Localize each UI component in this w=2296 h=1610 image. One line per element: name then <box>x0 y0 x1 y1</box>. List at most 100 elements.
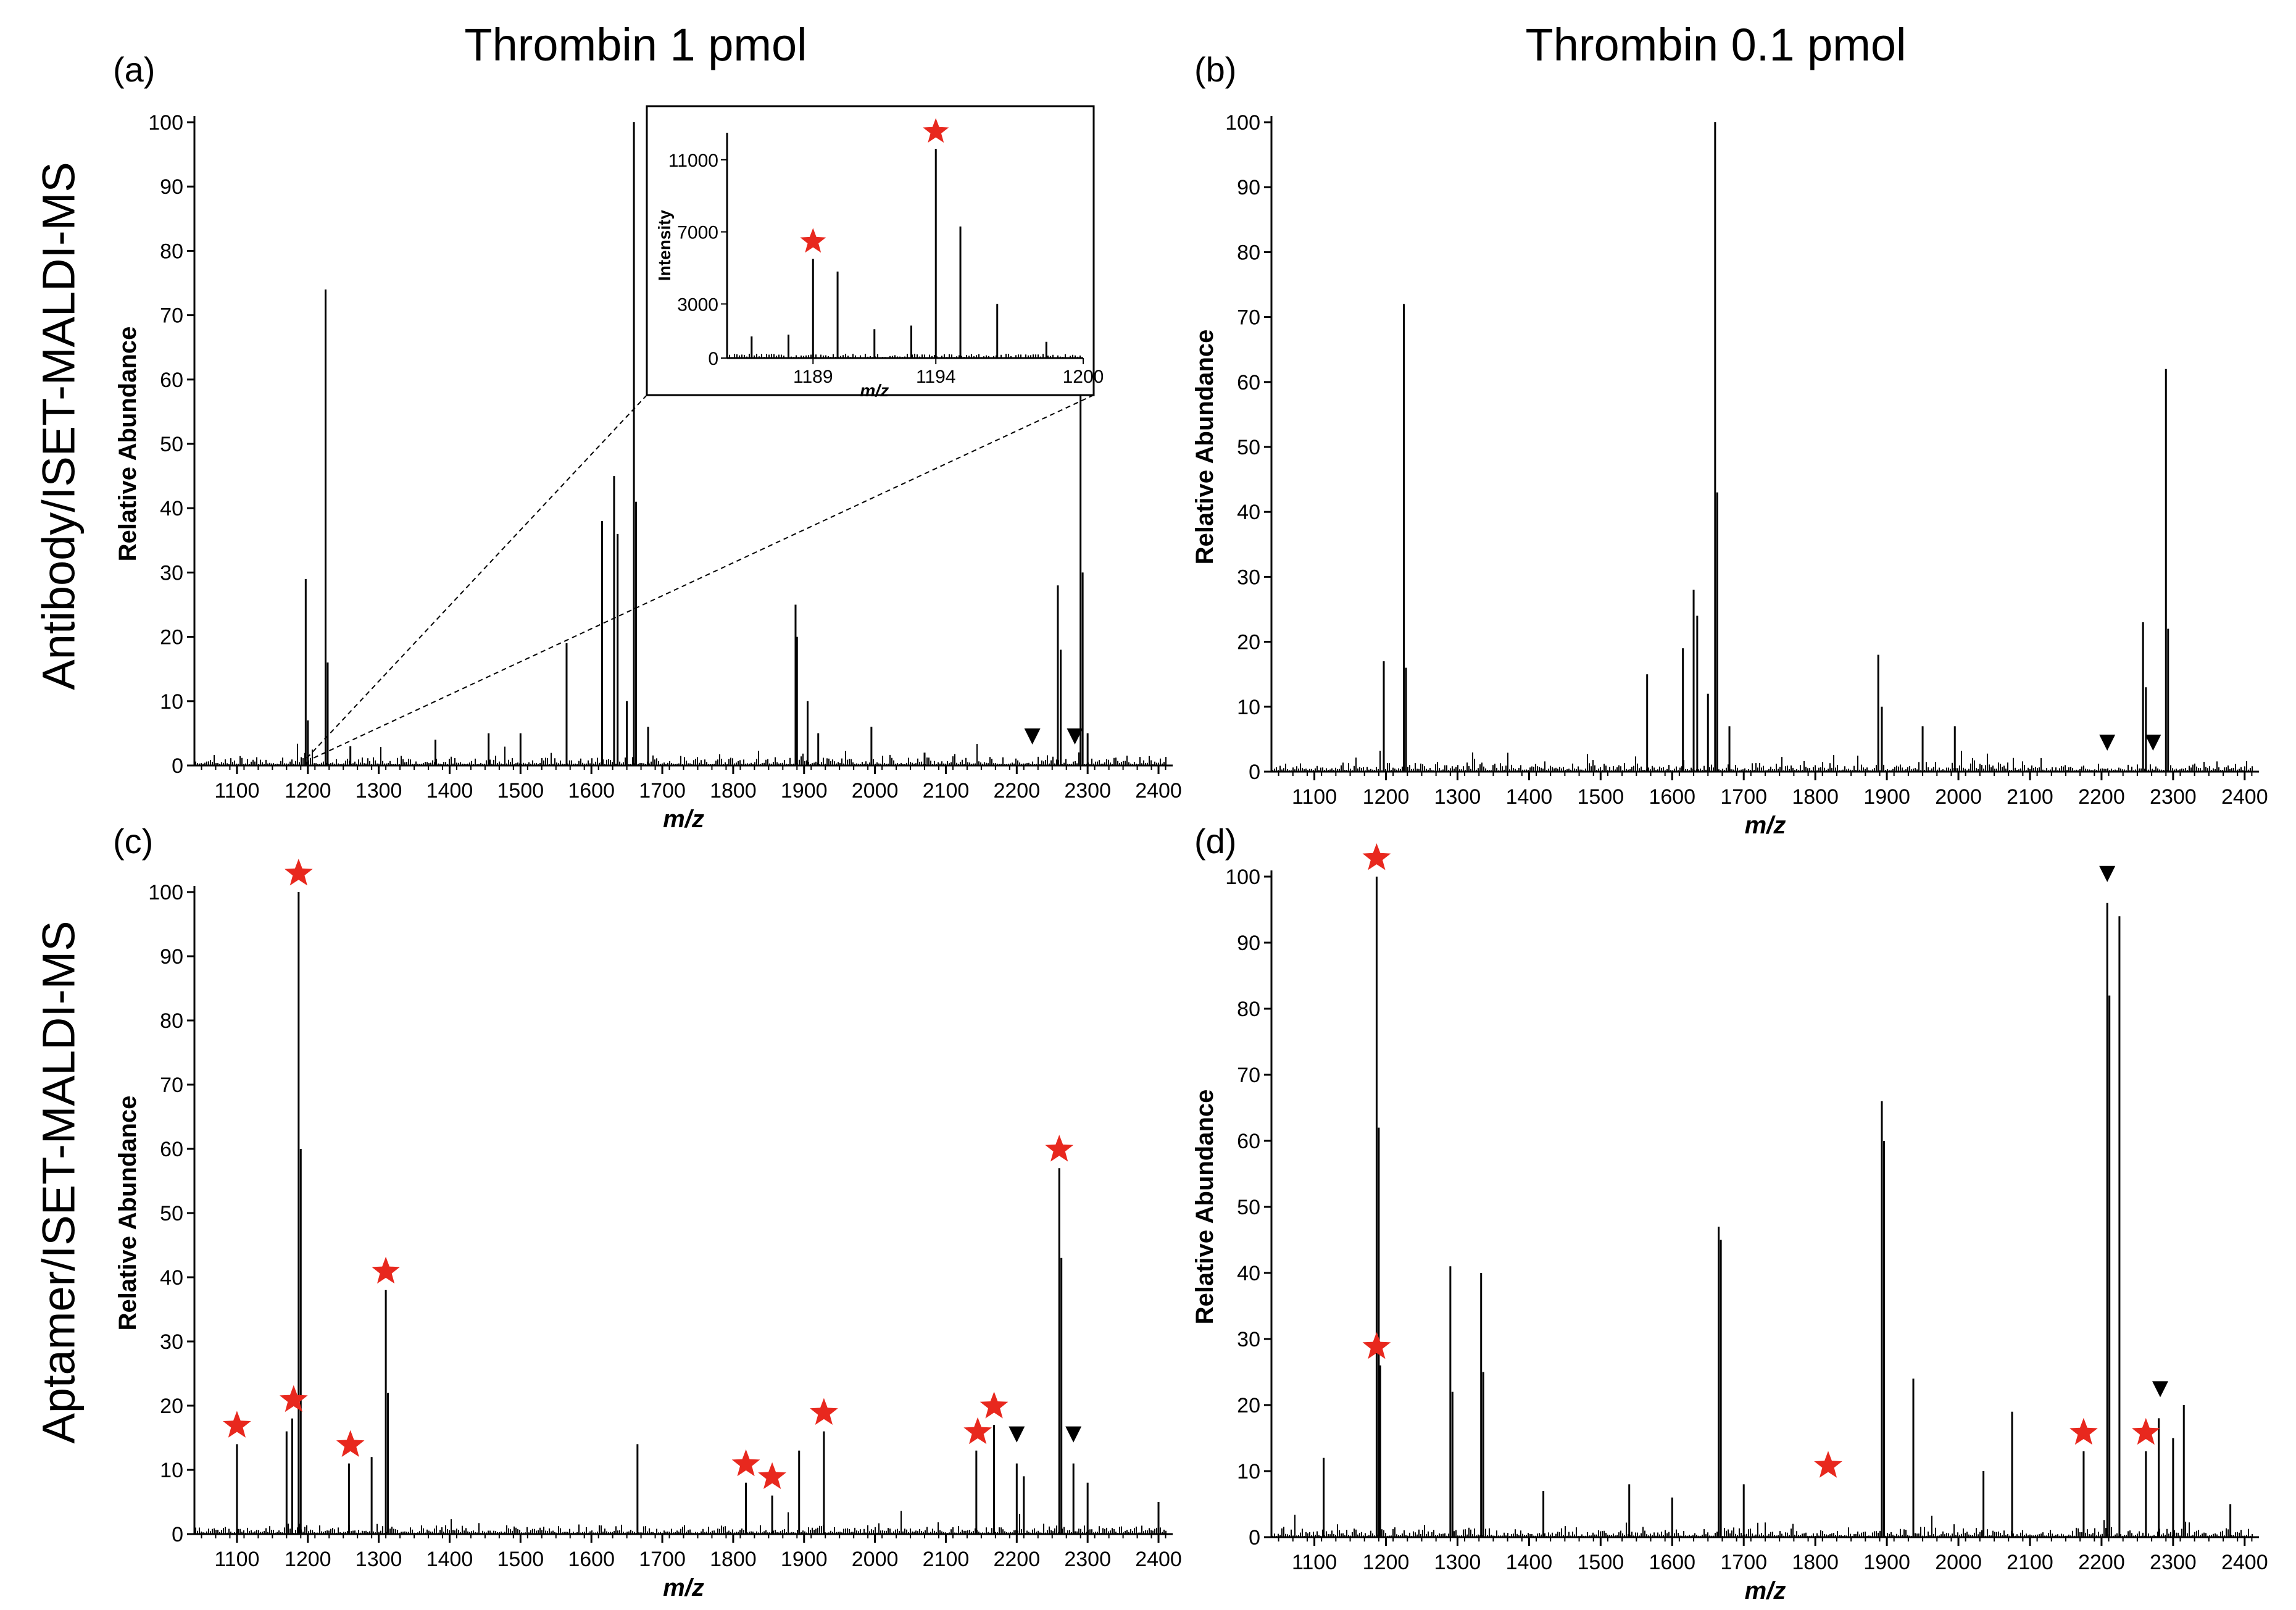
y-tick-label: 90 <box>160 945 183 969</box>
triangle-marker <box>2145 735 2161 751</box>
panel-c: 0 10 20 30 40 50 60 70 80 90 100 1100 1200 1300 1400 15… <box>114 859 1182 1601</box>
x-tick-label: 1800 <box>710 779 757 803</box>
star-marker <box>285 859 313 886</box>
y-tick-label: 70 <box>160 304 183 328</box>
inset-star-marker <box>923 118 949 143</box>
x-tick-label: 1700 <box>1720 785 1767 809</box>
baseline-noise <box>1272 1514 2253 1537</box>
x-tick-label: 1100 <box>214 779 259 803</box>
x-tick-label: 1700 <box>639 779 686 803</box>
x-axis-label: m/z <box>1745 1577 1786 1604</box>
x-tick-label: 2100 <box>2007 785 2053 809</box>
x-tick-label: 2000 <box>852 779 899 803</box>
panel-d: 0 10 20 30 40 50 60 70 80 90 100 1100 1200 1300 1400 15… <box>1191 843 2268 1604</box>
inset-y-tick-label: 11000 <box>668 151 718 171</box>
x-tick-label: 1600 <box>568 1548 615 1571</box>
y-tick-label: 10 <box>1237 1460 1260 1483</box>
x-tick-label: 2400 <box>2221 1551 2268 1574</box>
y-tick-label: 60 <box>1237 371 1260 394</box>
y-tick-label: 80 <box>160 1009 183 1033</box>
panel-label-a: (a) <box>113 50 156 89</box>
x-tick-label: 2200 <box>2078 785 2125 809</box>
x-tick-label: 2200 <box>2078 1551 2125 1574</box>
star-marker <box>2132 1417 2160 1445</box>
x-tick-label: 1200 <box>285 1548 331 1571</box>
y-tick-label: 90 <box>1237 932 1260 955</box>
inset-x-tick-label: 1194 <box>916 367 956 387</box>
x-tick-label: 2200 <box>993 779 1040 803</box>
triangle-marker <box>1065 1426 1082 1443</box>
x-tick-label: 1100 <box>214 1548 259 1571</box>
y-tick-label: 90 <box>160 175 183 199</box>
x-tick-label: 2100 <box>923 779 970 803</box>
y-tick-label: 40 <box>1237 1262 1260 1285</box>
x-tick-label: 1400 <box>1506 1551 1553 1574</box>
y-tick-label: 30 <box>160 561 183 585</box>
panel-label-c: (c) <box>113 822 154 861</box>
x-tick-label: 1400 <box>426 1548 473 1571</box>
y-tick-label: 40 <box>160 1266 183 1290</box>
panel-a: 0 10 20 30 40 50 60 70 80 90 100 1100 1200 1300 1400 15… <box>114 105 1182 833</box>
y-tick-label: 0 <box>1249 761 1260 784</box>
triangle-marker <box>1067 728 1083 745</box>
x-tick-label: 1200 <box>285 779 331 803</box>
y-tick-label: 60 <box>1237 1130 1260 1153</box>
x-tick-label: 2400 <box>1135 779 1182 803</box>
star-marker <box>731 1449 760 1477</box>
star-marker <box>2069 1417 2098 1445</box>
x-tick-label: 1900 <box>1863 785 1910 809</box>
inset-y-tick-label: 7000 <box>677 223 718 243</box>
inset-star-marker <box>800 228 826 253</box>
triangle-marker <box>1009 1426 1025 1443</box>
x-tick-label: 1300 <box>1434 785 1481 809</box>
triangle-marker <box>2152 1381 2168 1398</box>
panel-b: 0 10 20 30 40 50 60 70 80 90 100 1100 1200 1300 1400 15… <box>1191 111 2268 839</box>
x-axis-label: m/z <box>1745 812 1786 839</box>
column-title-right: Thrombin 0.1 pmol <box>1525 19 1907 70</box>
inset-x-label: m/z <box>860 381 889 400</box>
star-marker <box>810 1398 838 1425</box>
x-tick-label: 2300 <box>2150 1551 2197 1574</box>
star-marker <box>1045 1135 1074 1162</box>
star-marker <box>280 1385 308 1412</box>
y-axis-label: Relative Abundance <box>1191 330 1218 565</box>
x-tick-label: 1500 <box>1578 1551 1624 1574</box>
x-tick-label: 2300 <box>1064 779 1111 803</box>
y-tick-label: 0 <box>1249 1526 1260 1550</box>
zoom-guide-line <box>305 394 647 760</box>
x-tick-label: 1200 <box>1363 785 1410 809</box>
y-tick-label: 30 <box>1237 565 1260 589</box>
y-tick-label: 100 <box>148 111 183 135</box>
zoom-guide-line <box>310 394 1094 760</box>
y-tick-label: 80 <box>160 240 183 263</box>
y-tick-label: 70 <box>1237 306 1260 330</box>
x-tick-label: 1900 <box>781 779 828 803</box>
star-marker <box>336 1430 365 1457</box>
x-tick-label: 1900 <box>1863 1551 1910 1574</box>
x-axis-label: m/z <box>663 806 704 833</box>
y-tick-label: 100 <box>1225 111 1260 135</box>
star-marker <box>1814 1451 1842 1478</box>
inset-y-label: Intensity <box>655 210 674 282</box>
y-tick-label: 0 <box>172 1523 183 1546</box>
x-tick-label: 1200 <box>1363 1551 1410 1574</box>
star-marker <box>980 1391 1009 1419</box>
y-tick-label: 20 <box>1237 631 1260 654</box>
y-tick-label: 40 <box>160 497 183 520</box>
x-tick-label: 1700 <box>639 1548 686 1571</box>
inset-y-tick-label: 0 <box>708 349 718 369</box>
y-tick-label: 50 <box>160 433 183 456</box>
x-tick-label: 1700 <box>1720 1551 1767 1574</box>
y-tick-label: 70 <box>160 1074 183 1097</box>
y-axis-label: Relative Abundance <box>1191 1090 1218 1325</box>
y-tick-label: 100 <box>1225 865 1260 889</box>
star-marker <box>963 1417 992 1445</box>
star-marker <box>372 1256 400 1284</box>
y-tick-label: 20 <box>160 626 183 649</box>
inset-frame <box>646 105 1095 396</box>
x-tick-label: 1400 <box>1506 785 1553 809</box>
x-tick-label: 1300 <box>356 1548 402 1571</box>
x-tick-label: 1600 <box>568 779 615 803</box>
x-tick-label: 1300 <box>356 779 402 803</box>
